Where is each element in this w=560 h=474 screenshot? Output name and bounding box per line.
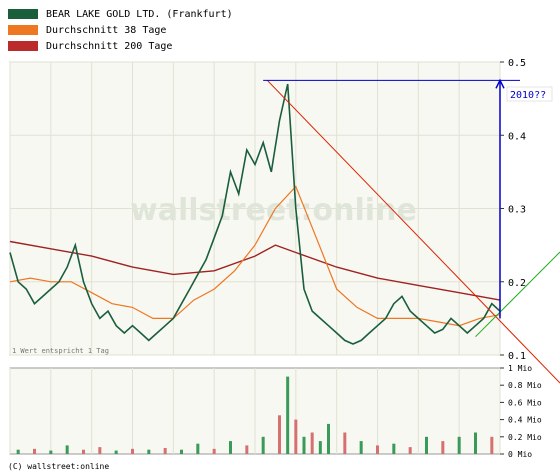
y-tick-label: 0.2 bbox=[508, 278, 526, 289]
volume-bar bbox=[98, 447, 102, 454]
volume-bar bbox=[343, 432, 347, 454]
volume-bar bbox=[49, 450, 53, 454]
volume-bar bbox=[65, 445, 69, 454]
legend-item-ma38[interactable]: Durchschnitt 38 Tage bbox=[8, 22, 233, 38]
y-tick-label: 0.4 bbox=[508, 131, 526, 142]
trend-lines bbox=[263, 78, 560, 384]
volume-tick-label: 0.6 Mio bbox=[508, 398, 542, 407]
volume-bar bbox=[392, 443, 396, 454]
volume-bar bbox=[457, 436, 461, 454]
legend: BEAR LAKE GOLD LTD. (Frankfurt) Durchsch… bbox=[8, 6, 233, 54]
y-tick-label: 0.3 bbox=[508, 205, 526, 216]
volume-bar bbox=[425, 436, 428, 454]
volume-bar bbox=[180, 449, 183, 454]
volume-tick-label: 1 Mio bbox=[508, 364, 532, 373]
volume-bar bbox=[278, 415, 281, 454]
y-tick-label: 0.5 bbox=[508, 58, 526, 69]
chart-note: 1 Wert entspricht 1 Tag bbox=[12, 347, 109, 355]
volume-y-axis: 1 Mio 0.8 Mio 0.6 Mio 0.4 Mio 0.2 Mio 0 Mio bbox=[500, 364, 542, 459]
target-arrow-head bbox=[495, 78, 505, 89]
volume-bar bbox=[490, 436, 494, 454]
volume-bar bbox=[82, 449, 85, 454]
volume-bar bbox=[327, 423, 330, 454]
volume-bar bbox=[302, 436, 306, 454]
legend-label: Durchschnitt 38 Tage bbox=[46, 24, 167, 36]
volume-bar bbox=[474, 432, 477, 454]
copyright-footer: (C) wallstreet:online bbox=[8, 462, 110, 471]
volume-bar bbox=[310, 432, 314, 454]
volume-bar bbox=[376, 445, 379, 454]
volume-bar bbox=[114, 450, 118, 454]
legend-item-price[interactable]: BEAR LAKE GOLD LTD. (Frankfurt) bbox=[8, 6, 233, 22]
annotation-box bbox=[506, 86, 553, 102]
volume-bar bbox=[163, 447, 167, 454]
ma200-swatch bbox=[8, 41, 38, 51]
volume-bar bbox=[408, 447, 412, 454]
legend-label: BEAR LAKE GOLD LTD. (Frankfurt) bbox=[46, 8, 233, 20]
volume-bar bbox=[16, 449, 20, 454]
downtrend-line bbox=[266, 79, 560, 384]
volume-bar bbox=[286, 376, 290, 454]
volume-bar bbox=[33, 448, 36, 454]
volume-bar bbox=[294, 419, 298, 454]
series-line-2 bbox=[9, 240, 501, 301]
volume-bar bbox=[147, 449, 151, 454]
volume-bar bbox=[212, 448, 216, 454]
volume-bar bbox=[131, 448, 134, 454]
volume-bar bbox=[441, 441, 445, 454]
price-swatch bbox=[8, 9, 38, 19]
volume-bar bbox=[229, 441, 232, 454]
y-tick-label: 0.1 bbox=[508, 351, 526, 362]
annotation-label: 2010?? bbox=[510, 90, 546, 101]
ma38-swatch bbox=[8, 25, 38, 35]
series-line-0 bbox=[9, 83, 501, 345]
uptrend-line bbox=[475, 251, 560, 338]
volume-bar bbox=[261, 436, 265, 454]
volume-bar bbox=[196, 443, 200, 454]
legend-label: Durchschnitt 200 Tage bbox=[46, 40, 173, 52]
watermark: wallstreet:online bbox=[130, 193, 417, 228]
volume-tick-label: 0.2 Mio bbox=[508, 433, 542, 442]
price-series-group bbox=[9, 83, 501, 345]
volume-tick-label: 0 Mio bbox=[508, 450, 532, 459]
volume-bars bbox=[16, 376, 494, 454]
legend-item-ma200[interactable]: Durchschnitt 200 Tage bbox=[8, 38, 233, 54]
volume-tick-label: 0.4 Mio bbox=[508, 416, 542, 425]
price-y-axis: 0.5 0.4 0.3 0.2 0.1 bbox=[500, 58, 526, 362]
volume-tick-label: 0.8 Mio bbox=[508, 381, 542, 390]
volume-bar bbox=[245, 445, 249, 454]
volume-bar bbox=[359, 441, 363, 454]
volume-bar bbox=[318, 441, 322, 454]
